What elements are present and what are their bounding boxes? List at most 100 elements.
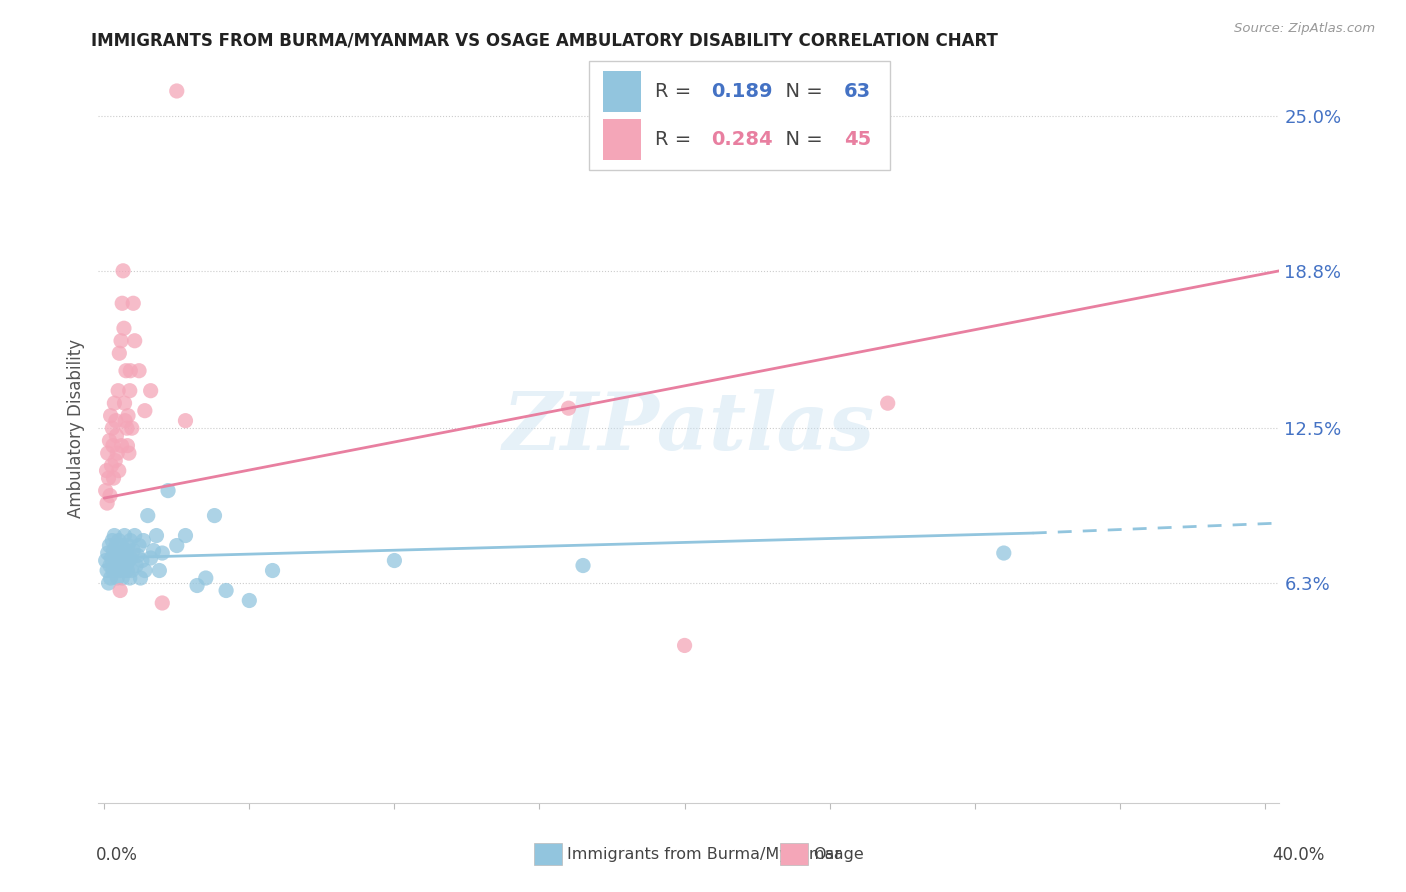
Point <box>572 558 595 573</box>
Point <box>118 571 141 585</box>
Point <box>132 533 155 548</box>
Point <box>104 549 127 563</box>
Text: 63: 63 <box>844 82 870 101</box>
Point <box>120 551 142 566</box>
Point <box>117 539 139 553</box>
Point <box>107 384 129 398</box>
Point <box>117 439 139 453</box>
Point <box>97 576 120 591</box>
Point <box>121 421 143 435</box>
Point <box>204 508 226 523</box>
Point <box>97 471 120 485</box>
Point <box>186 578 208 592</box>
Point <box>98 489 121 503</box>
Point <box>103 396 125 410</box>
Point <box>129 571 152 585</box>
Point <box>121 564 143 578</box>
Point <box>107 533 129 548</box>
Point <box>122 543 145 558</box>
Text: N =: N = <box>773 82 828 101</box>
Point <box>174 414 197 428</box>
Point <box>105 446 128 460</box>
Point <box>112 264 135 278</box>
Text: R =: R = <box>655 82 697 101</box>
Point <box>150 546 173 560</box>
Point <box>136 508 159 523</box>
Point <box>117 564 139 578</box>
Point <box>100 409 122 423</box>
Point <box>134 403 156 417</box>
Point <box>111 539 134 553</box>
Text: 45: 45 <box>844 129 870 149</box>
Point <box>98 539 121 553</box>
Text: 0.189: 0.189 <box>711 82 773 101</box>
Point <box>114 528 136 542</box>
Point <box>108 564 131 578</box>
Point <box>262 564 284 578</box>
Point <box>118 446 141 460</box>
Point <box>104 558 127 573</box>
Point <box>115 364 138 378</box>
Point <box>215 583 238 598</box>
Point <box>107 464 129 478</box>
Point <box>194 571 217 585</box>
Point <box>101 421 124 435</box>
Text: Osage: Osage <box>813 847 863 862</box>
Point <box>150 596 173 610</box>
Point <box>103 528 125 542</box>
Point <box>166 539 188 553</box>
Point <box>174 528 197 542</box>
Point <box>104 453 127 467</box>
Point <box>104 414 127 428</box>
Point <box>139 384 162 398</box>
Point <box>97 546 120 560</box>
Point <box>96 496 118 510</box>
Y-axis label: Ambulatory Disability: Ambulatory Disability <box>67 339 86 517</box>
Point <box>673 639 696 653</box>
Point <box>122 296 145 310</box>
Point <box>114 414 136 428</box>
Point <box>118 384 141 398</box>
Point <box>120 533 142 548</box>
Point <box>115 558 138 573</box>
Text: Immigrants from Burma/Myanmar: Immigrants from Burma/Myanmar <box>567 847 841 862</box>
Point <box>115 549 138 563</box>
Text: N =: N = <box>773 129 828 149</box>
Point <box>110 558 132 573</box>
Point <box>100 571 122 585</box>
Point <box>876 396 898 410</box>
Point <box>105 571 128 585</box>
Point <box>145 528 167 542</box>
Point <box>108 546 131 560</box>
Point <box>101 564 124 578</box>
Point <box>118 553 141 567</box>
Point <box>98 434 121 448</box>
Point <box>103 471 125 485</box>
Point <box>97 446 120 460</box>
Text: ZIPatlas: ZIPatlas <box>503 390 875 467</box>
Point <box>127 549 149 563</box>
Point <box>139 551 162 566</box>
Point <box>166 84 188 98</box>
Bar <box>603 70 641 112</box>
Point <box>384 553 406 567</box>
Point <box>111 296 134 310</box>
Point <box>128 539 150 553</box>
Point <box>100 458 122 473</box>
Point <box>148 564 170 578</box>
Point <box>105 539 128 553</box>
Point <box>238 593 260 607</box>
Point <box>107 553 129 567</box>
Point <box>108 346 131 360</box>
Point <box>101 533 124 548</box>
Text: 0.284: 0.284 <box>711 129 773 149</box>
Point <box>114 543 136 558</box>
Point <box>111 439 134 453</box>
Point <box>110 334 132 348</box>
Point <box>124 334 146 348</box>
Point <box>98 558 121 573</box>
Point <box>111 571 134 585</box>
Point <box>105 428 128 442</box>
Point <box>101 439 124 453</box>
Point <box>112 321 135 335</box>
